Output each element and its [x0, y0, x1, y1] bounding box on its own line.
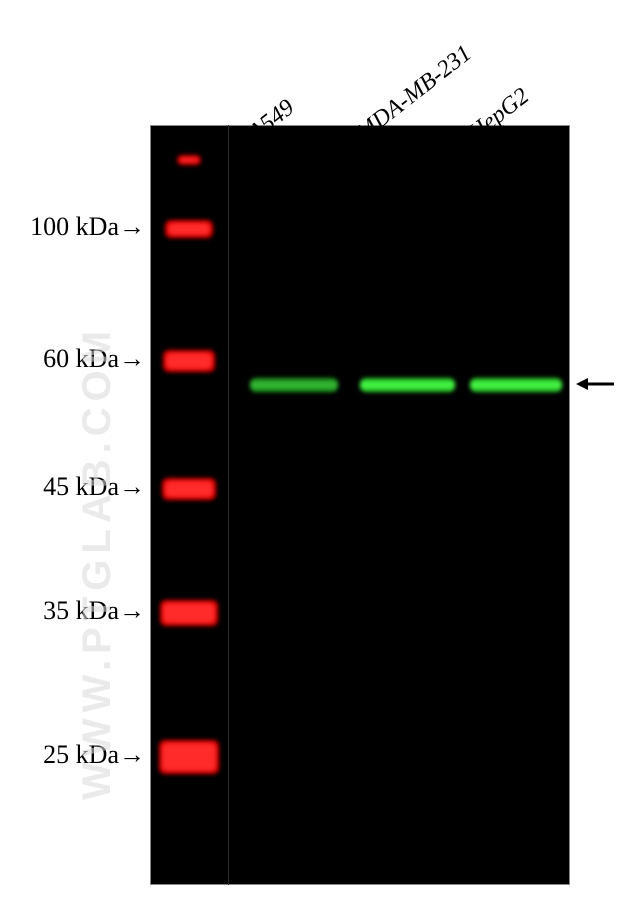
mw-label-100: 100 kDa→ [0, 212, 145, 242]
ladder-band-top [177, 155, 201, 165]
sample-band-hepg2 [470, 378, 562, 392]
lane-divider [228, 125, 229, 885]
ladder-band-25 [159, 740, 219, 774]
mw-label-25: 25 kDa→ [0, 740, 145, 770]
mw-label-60: 60 kDa→ [0, 344, 145, 374]
mw-label-45: 45 kDa→ [0, 472, 145, 502]
ladder-band-100 [165, 220, 213, 238]
ladder-band-35 [160, 600, 218, 626]
mw-label-35: 35 kDa→ [0, 596, 145, 626]
target-band-arrow [576, 374, 616, 394]
ladder-band-60 [163, 350, 215, 372]
sample-band-mda-mb-231 [360, 378, 455, 392]
watermark-text: WWW.PTGLAB.COM [75, 180, 120, 800]
ladder-band-45 [162, 478, 216, 500]
western-blot-figure: 100 kDa→60 kDa→45 kDa→35 kDa→25 kDa→ A54… [0, 0, 620, 903]
sample-band-a549 [250, 378, 338, 392]
